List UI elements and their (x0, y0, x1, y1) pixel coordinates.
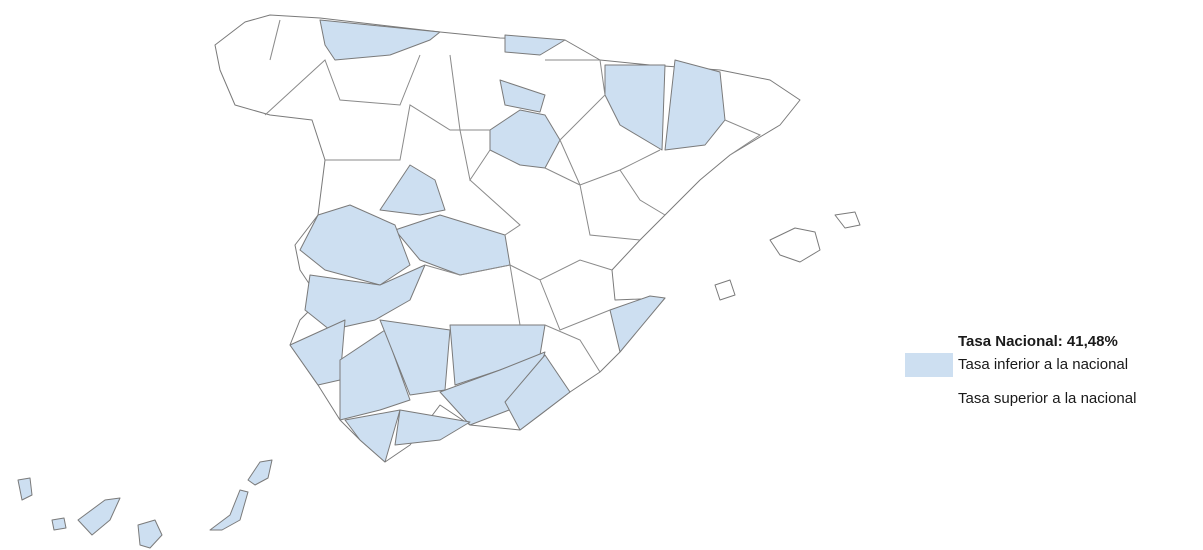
province (319, 19, 441, 61)
legend-swatch (905, 387, 953, 411)
province-border (619, 169, 666, 216)
province (344, 409, 401, 463)
island (77, 497, 121, 536)
province-border (724, 119, 762, 156)
legend-label: Tasa superior a la nacional (958, 390, 1136, 407)
province-border (545, 59, 606, 141)
province (379, 164, 446, 216)
province-border (469, 179, 521, 236)
island (51, 517, 67, 531)
province-border (559, 139, 661, 186)
legend: Tasa Nacional: 41,48% Tasa inferior a la… (905, 333, 1136, 411)
province-border (264, 54, 421, 116)
canary-islands (17, 459, 273, 549)
province-border (539, 279, 611, 331)
province (304, 264, 426, 331)
province-border (449, 54, 491, 182)
province (664, 59, 726, 151)
province (504, 34, 566, 56)
peninsula (214, 14, 801, 463)
province-border (325, 104, 490, 161)
province-border (544, 324, 601, 373)
province (299, 204, 411, 286)
island (714, 279, 736, 301)
province (489, 109, 561, 169)
island (834, 211, 861, 229)
legend-label: Tasa inferior a la nacional (958, 356, 1128, 373)
legend-title: Tasa Nacional: 41,48% (958, 333, 1118, 350)
province (609, 295, 666, 353)
island (17, 477, 33, 501)
province (394, 409, 471, 446)
island (247, 459, 273, 486)
province-border (509, 259, 613, 281)
island (137, 519, 163, 549)
province (499, 79, 546, 113)
legend-swatch (905, 353, 953, 377)
province (604, 64, 666, 151)
island (209, 489, 249, 531)
island (769, 227, 821, 263)
province (504, 354, 571, 431)
balearic-islands (714, 211, 861, 301)
province-border (424, 264, 521, 326)
province-border (269, 19, 281, 61)
province-border (544, 167, 641, 241)
